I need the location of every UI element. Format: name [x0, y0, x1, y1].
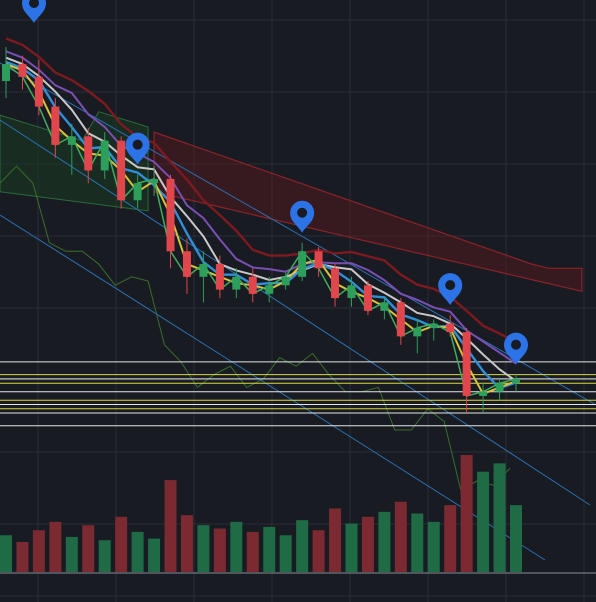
candle-body: [446, 323, 455, 333]
pin-hole: [29, 0, 39, 9]
candle-body: [18, 64, 27, 77]
pin-hole: [445, 280, 456, 291]
volume-bar: [148, 538, 161, 572]
volume-bar: [98, 540, 111, 572]
candle-body: [51, 106, 60, 145]
location-pin-icon[interactable]: [22, 0, 46, 24]
candle-body: [67, 136, 76, 145]
moving-average: [5, 56, 517, 382]
channel-line: [0, 62, 596, 406]
candle-body: [248, 276, 257, 294]
volume-bar: [510, 505, 522, 572]
candle-body: [150, 178, 159, 184]
volume-bar: [197, 525, 210, 572]
volume-bar: [296, 520, 309, 572]
volume-bar: [0, 535, 12, 572]
volume-bar: [16, 541, 29, 572]
volume-bar: [32, 530, 45, 572]
volume-bar: [493, 463, 506, 572]
volume-bars: [0, 455, 596, 574]
volume-bar: [230, 521, 243, 572]
candle-body: [331, 268, 340, 299]
volume-bar: [65, 536, 78, 572]
volume-bar: [394, 501, 407, 572]
candle-body: [380, 302, 389, 311]
volume-bar: [164, 480, 177, 572]
candle-body: [462, 332, 471, 396]
volume-bar: [263, 526, 276, 572]
pin-hole: [297, 207, 308, 218]
volume-bar: [427, 521, 440, 572]
volume-bar: [213, 528, 226, 572]
moving-average: [5, 50, 517, 365]
ichimoku-cloud: [0, 111, 583, 491]
candle-body: [495, 383, 504, 392]
candle-body: [265, 285, 274, 294]
channel-line: [0, 119, 591, 506]
volume-bar: [82, 525, 95, 572]
candle-body: [314, 251, 323, 269]
volume-bar: [460, 455, 473, 572]
candle-body: [232, 276, 241, 290]
volume-bar: [411, 513, 424, 572]
location-pin-icon[interactable]: [290, 200, 315, 233]
volume-bar: [115, 516, 128, 572]
candle-body: [429, 323, 438, 328]
candle-body: [166, 178, 175, 252]
volume-bar: [279, 535, 292, 572]
candle-body: [100, 140, 109, 171]
pin-shape: [22, 0, 46, 24]
location-pin-icon[interactable]: [438, 273, 463, 306]
pin-hole: [511, 339, 521, 350]
candle-body: [133, 183, 142, 201]
volume-bar: [477, 471, 490, 572]
candle-body: [347, 285, 356, 299]
volume-bar: [378, 511, 391, 572]
candle-body: [363, 285, 372, 311]
candle-body: [396, 302, 405, 337]
volume-bar: [361, 516, 374, 572]
volume-bar: [49, 521, 62, 572]
location-pin-icon[interactable]: [125, 132, 150, 165]
candle-body: [2, 64, 10, 82]
location-pin-icon[interactable]: [504, 332, 528, 365]
candles: [2, 47, 520, 413]
candle-body: [34, 76, 43, 107]
candle-body: [182, 251, 191, 277]
volume-bar: [345, 523, 358, 572]
candle-body: [84, 136, 93, 171]
candle-body: [117, 140, 126, 201]
candle-body: [298, 251, 307, 277]
volume-bar: [312, 530, 325, 572]
trend-channel: [0, 62, 596, 561]
volume-bar: [246, 531, 259, 572]
volume-bar: [444, 505, 457, 572]
candle-body: [413, 327, 422, 337]
volume-bar: [329, 508, 342, 572]
channel-line: [0, 214, 546, 561]
candle-body: [215, 264, 224, 290]
candle-body: [479, 391, 488, 396]
volume-bar: [180, 515, 193, 572]
bearish-cloud: [153, 131, 583, 293]
volume-bar: [131, 531, 144, 572]
candle-body: [199, 264, 208, 277]
candle-body: [512, 378, 520, 384]
event-markers[interactable]: [22, 0, 528, 365]
candle-body: [281, 276, 290, 286]
moving-average: [5, 37, 517, 344]
pin-hole: [132, 139, 143, 150]
